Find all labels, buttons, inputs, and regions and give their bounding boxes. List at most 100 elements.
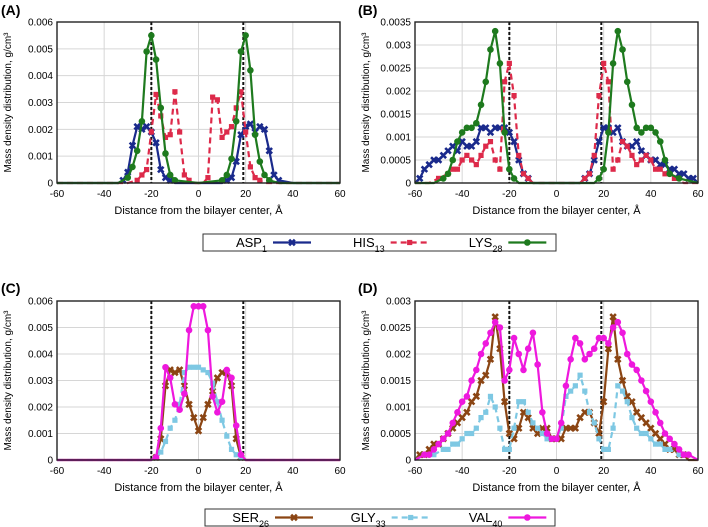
data-point-gly (568, 388, 574, 394)
data-point-his (454, 166, 461, 172)
data-point-his (478, 152, 484, 158)
legend-frame (204, 508, 556, 527)
data-point-gly (530, 420, 536, 426)
data-point-val (524, 345, 532, 353)
data-point-val (590, 345, 598, 353)
data-point-his (186, 177, 192, 183)
data-point-val (515, 350, 523, 358)
data-point-lys (647, 124, 655, 132)
data-point-lys (595, 175, 603, 182)
data-point-ser (614, 355, 622, 364)
y-axis-label: Mass density distribution, g/cm³ (3, 310, 14, 451)
data-point-val (237, 451, 245, 459)
data-point-asp (472, 137, 481, 146)
x-tick-label: -40 (455, 189, 470, 200)
data-point-gly (652, 441, 659, 447)
data-point-lys (675, 175, 683, 182)
data-point-lys (510, 175, 518, 182)
data-point-his (671, 175, 678, 181)
data-point-val (218, 398, 226, 406)
chart-panel-b: -60 -40 -20 0 20 40 60 0 0.0005 0.001 0.0015 0.002 0… (358, 2, 704, 217)
data-point-gly (167, 425, 173, 431)
data-point-his (619, 139, 626, 145)
x-tick-label: -20 (502, 189, 517, 200)
data-point-gly (445, 446, 451, 452)
data-point-val (176, 406, 183, 413)
data-point-ser (194, 427, 203, 435)
data-point-his (586, 171, 593, 177)
data-point-val (671, 440, 678, 448)
data-point-gly (450, 441, 456, 447)
y-axis-label: Mass density distribution, g/cm³ (361, 310, 372, 451)
data-point-asp (265, 147, 273, 155)
x-axis-label: Distance from the bilayer center, Å (472, 204, 641, 217)
x-tick-label: -60 (50, 466, 65, 477)
x-tick-label: 0 (554, 466, 560, 477)
data-point-his (591, 152, 597, 158)
data-point-asp (614, 124, 622, 132)
data-point-val (181, 390, 188, 398)
data-point-his (662, 171, 668, 177)
data-point-ser (171, 368, 179, 377)
data-point-ser (519, 408, 528, 417)
data-point-his (144, 166, 150, 173)
data-point-gly (233, 452, 239, 458)
data-point-ser (557, 435, 565, 443)
x-tick-label: 20 (240, 189, 252, 200)
data-point-val (656, 419, 664, 427)
data-point-val (510, 334, 518, 342)
x-axis-label: Distance from the bilayer center, Å (472, 481, 641, 494)
y-tick-label: 0 (405, 456, 411, 467)
data-point-lys (157, 104, 165, 112)
data-point-lys (449, 156, 457, 164)
data-point-his (228, 124, 235, 130)
data-point-his (172, 89, 178, 95)
panel-label: (C) (1, 280, 20, 296)
data-point-his (596, 93, 602, 99)
data-point-gly (577, 372, 583, 378)
data-point-gly (205, 369, 211, 376)
y-tick-label: 0.0015 (380, 376, 411, 387)
legend-item-gly: GLY33 (351, 510, 430, 527)
x-tick-label: -40 (97, 466, 112, 477)
data-point-lys (256, 158, 264, 165)
data-point-gly (582, 388, 588, 394)
y-tick-label: 0.002 (28, 403, 53, 414)
data-point-val (586, 350, 593, 358)
data-point-ser (500, 397, 509, 406)
data-point-ser (599, 397, 608, 406)
data-point-lys (166, 171, 174, 179)
data-point-gly (181, 369, 187, 376)
x-tick-label: 0 (196, 189, 202, 200)
data-point-val (223, 366, 231, 374)
data-point-val (557, 419, 565, 427)
data-point-lys (148, 32, 155, 39)
x-tick-label: 60 (334, 466, 346, 477)
data-point-lys (473, 119, 480, 127)
data-point-gly (506, 446, 512, 452)
data-point-gly (648, 436, 654, 442)
x-tick-label: 20 (598, 189, 610, 200)
data-point-lys (237, 48, 245, 55)
data-point-asp (595, 137, 603, 146)
x-tick-label: 60 (334, 189, 346, 200)
data-point-lys (487, 46, 494, 53)
data-point-lys (223, 171, 231, 179)
data-point-his (605, 79, 611, 85)
data-point-asp (270, 171, 278, 179)
panel-label: (A) (1, 2, 20, 18)
data-point-ser (486, 355, 495, 364)
data-point-val (496, 324, 504, 331)
data-point-his (520, 171, 527, 177)
y-axis-label: Mass density distribution, g/cm³ (361, 32, 372, 173)
data-point-val (473, 366, 480, 374)
data-point-val (440, 435, 447, 443)
data-point-his (487, 139, 494, 145)
data-point-gly (162, 438, 169, 445)
data-point-gly (502, 446, 508, 452)
data-point-val (171, 401, 179, 408)
data-point-val (506, 366, 513, 374)
panel-label: (D) (358, 280, 377, 296)
x-tick-label: -40 (97, 189, 112, 200)
data-point-val (199, 303, 207, 310)
